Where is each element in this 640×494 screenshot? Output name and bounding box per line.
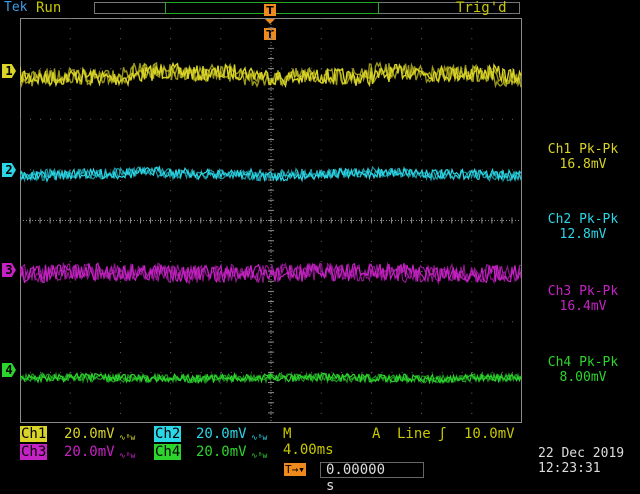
trigger-arrow-icon (265, 19, 275, 24)
ch3-ground-marker[interactable]: 3 (2, 263, 16, 277)
acquisition-state[interactable]: Run (36, 0, 62, 16)
date-readout: 22 Dec 2019 (538, 446, 625, 461)
graticule (20, 18, 522, 423)
ch2-ground-marker[interactable]: 2 (2, 163, 16, 177)
ch1-ground-marker[interactable]: 1 (2, 64, 16, 78)
trigger-status: Trig'd (456, 0, 507, 16)
waveforms (20, 61, 522, 385)
ch2-waveform (20, 165, 522, 183)
trigger-position-marker[interactable]: T T (262, 2, 280, 42)
ch4-waveform (20, 371, 522, 385)
ch1-measurement-value: 16.8mV (559, 157, 607, 172)
time-readout: 12:23:31 (538, 461, 601, 476)
trigger-marker-letter: T (266, 4, 274, 17)
trigger-source[interactable]: Line (397, 426, 431, 442)
ch3-waveform (20, 261, 522, 285)
trigger-level[interactable]: 10.0mV (464, 426, 515, 442)
ch1-waveform (20, 61, 522, 88)
trigger-slope-icon: ʃ (438, 426, 447, 442)
ch4-measurement-label: Ch4 Pk-Pk (547, 355, 619, 370)
ch4-scale-label[interactable]: Ch4 (154, 444, 182, 460)
ch4-measurement-value: 8.00mV (559, 370, 607, 385)
ch2-bw-limit-icon: ∿ᴮw (251, 433, 268, 442)
trigger-source-label: A (372, 426, 381, 442)
ch3-measurement-value: 16.4mV (559, 299, 607, 314)
horizontal-position-value[interactable]: 0.00000 s (326, 462, 386, 494)
horizontal-position-icon: T→▾ (284, 463, 306, 476)
ch3-scale-value[interactable]: 20.0mV (64, 444, 115, 460)
ch4-bw-limit-icon: ∿ᴮw (251, 451, 268, 460)
ch1-bw-limit-icon: ∿ᴮw (119, 433, 136, 442)
ch3-scale-label[interactable]: Ch3 (20, 444, 48, 460)
ch1-scale-label[interactable]: Ch1 (20, 426, 48, 442)
ch4-waveform (20, 371, 522, 385)
trigger-marker-letter-2: T (266, 28, 274, 41)
brand-logo: Tek (4, 0, 28, 15)
ch3-bw-limit-icon: ∿ᴮw (119, 451, 136, 460)
ch2-scale-value[interactable]: 20.0mV (196, 426, 247, 442)
ch4-ground-marker[interactable]: 4 (2, 363, 16, 377)
horizontal-position-box[interactable] (320, 462, 424, 478)
ch2-measurement-label: Ch2 Pk-Pk (547, 212, 619, 227)
ch2-scale-label[interactable]: Ch2 (154, 426, 182, 442)
timebase-readout[interactable]: M 4.00ms (283, 426, 334, 458)
trigger-marker-box (264, 28, 276, 40)
trigger-marker-box-top (264, 4, 276, 16)
ch4-scale-value[interactable]: 20.0mV (196, 444, 247, 460)
ch1-measurement-label: Ch1 Pk-Pk (547, 142, 619, 157)
ch2-measurement-value: 12.8mV (559, 227, 607, 242)
ch1-waveform (20, 61, 522, 89)
ch3-measurement-label: Ch3 Pk-Pk (547, 284, 619, 299)
ch1-scale-value[interactable]: 20.0mV (64, 426, 115, 442)
